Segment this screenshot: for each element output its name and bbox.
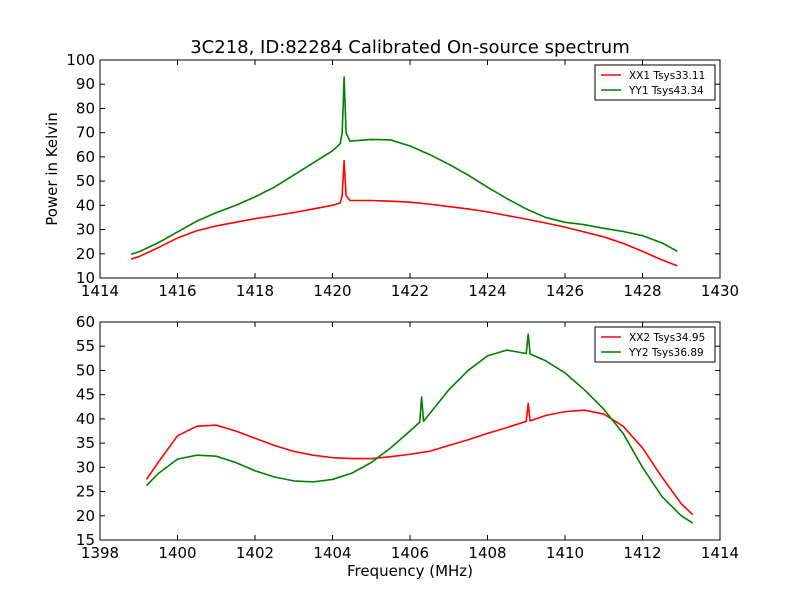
y-tick-label: 15 <box>76 531 95 549</box>
y-tick-label: 45 <box>76 386 95 404</box>
legend-label: XX1 Tsys33.11 <box>629 70 705 82</box>
x-tick-label: 1398 <box>81 544 119 562</box>
y-tick-label: 50 <box>76 361 95 379</box>
bottom-chart: Frequency (MHz) 1398 1400 1402 1404 1406 1408… <box>76 313 739 580</box>
y-tick-label: 40 <box>76 196 95 214</box>
y-tick-label: 20 <box>76 245 95 263</box>
y-tick-label: 10 <box>76 269 95 287</box>
x-tick-label: 1426 <box>546 282 584 300</box>
x-tick-label: 1418 <box>236 282 274 300</box>
x-tick-label: 1406 <box>391 544 429 562</box>
x-tick-label: 1404 <box>313 544 351 562</box>
x-tick-label: 1412 <box>623 544 661 562</box>
series-line-1 <box>130 159 678 267</box>
bottom-plot-area: 1398 1400 1402 1404 1406 1408 1410 1412 1414 15 20… <box>76 313 739 562</box>
x-tick-label: 1414 <box>701 544 739 562</box>
series-line-2 <box>130 76 678 256</box>
y-tick-label: 90 <box>76 75 95 93</box>
y-tick-label: 40 <box>76 410 95 428</box>
legend-box <box>594 326 716 363</box>
y-tick-label: 20 <box>76 507 95 525</box>
y-tick-label: 60 <box>76 148 95 166</box>
legend: XX2 Tsys34.95 YY2 Tsys36.89 <box>594 326 716 363</box>
legend-label: XX2 Tsys34.95 <box>629 332 705 344</box>
y-tick-label: 55 <box>76 337 95 355</box>
top-chart: 3C218, ID:82284 Calibrated On-source spe… <box>43 37 739 300</box>
x-tick-label: 1414 <box>81 282 119 300</box>
legend-label: YY1 Tsys43.34 <box>628 85 704 97</box>
y-tick-label: 30 <box>76 458 95 476</box>
x-axis-label: Frequency (MHz) <box>347 562 473 580</box>
x-tick-label: 1410 <box>546 544 584 562</box>
x-tick-label: 1422 <box>391 282 429 300</box>
y-tick-label: 25 <box>76 483 95 501</box>
y-axis-label: Power in Kelvin <box>43 112 61 226</box>
y-tick-label: 30 <box>76 221 95 239</box>
x-tick-label: 1416 <box>158 282 196 300</box>
legend-box <box>594 64 716 101</box>
legend: XX1 Tsys33.11 YY1 Tsys43.34 <box>594 64 716 101</box>
y-tick-label: 35 <box>76 434 95 452</box>
series-line-2 <box>145 333 694 524</box>
x-tick-label: 1428 <box>623 282 661 300</box>
x-tick-label: 1408 <box>468 544 506 562</box>
legend-label: YY2 Tsys36.89 <box>628 347 704 359</box>
y-tick-label: 60 <box>76 313 95 331</box>
chart-title: 3C218, ID:82284 Calibrated On-source spe… <box>190 37 630 58</box>
x-tick-label: 1430 <box>701 282 739 300</box>
x-tick-label: 1400 <box>158 544 196 562</box>
top-plot-area: 1414 1416 1418 1420 1422 1424 1426 1428 1430 10 20… <box>66 51 739 300</box>
series-line-1 <box>145 402 694 516</box>
y-tick-label: 100 <box>66 51 95 69</box>
y-tick-label: 50 <box>76 172 95 190</box>
y-tick-label: 80 <box>76 99 95 117</box>
x-tick-label: 1402 <box>236 544 274 562</box>
x-tick-label: 1424 <box>468 282 506 300</box>
y-tick-label: 70 <box>76 124 95 142</box>
x-tick-label: 1420 <box>313 282 351 300</box>
